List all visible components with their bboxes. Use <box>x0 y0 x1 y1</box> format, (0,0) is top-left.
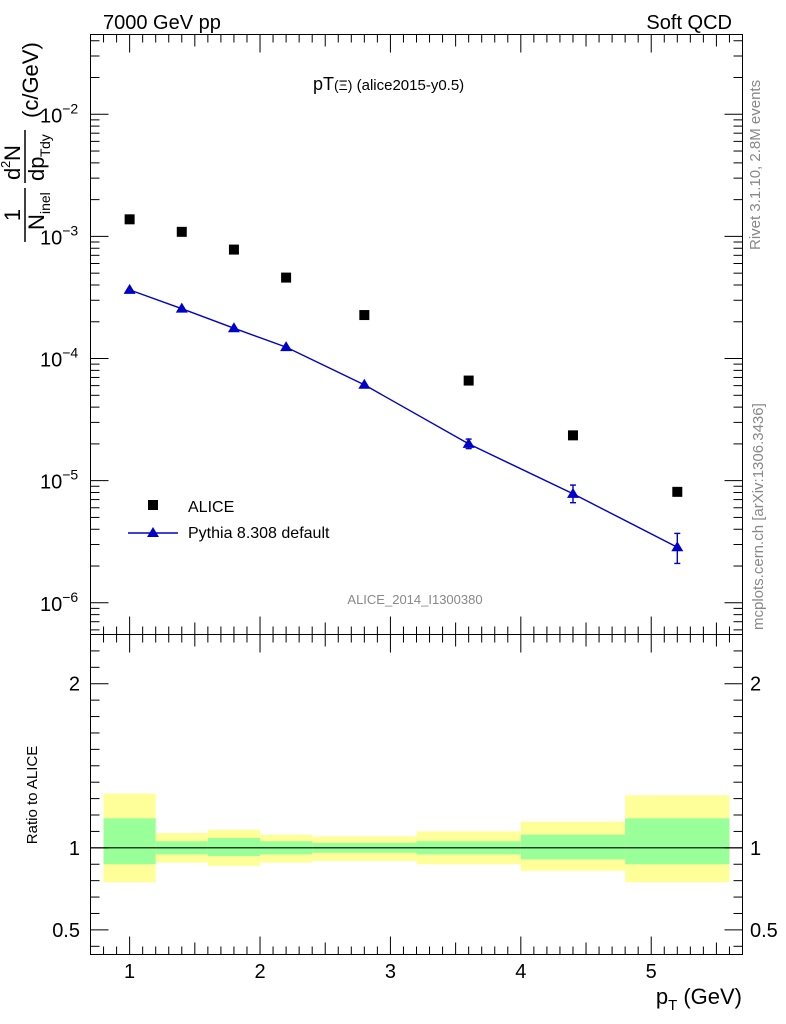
main-y-axis-label: 1 N inel d 2 N dp T dy (c/GeV) <box>0 42 53 242</box>
x-tick-label: 5 <box>646 961 657 983</box>
main-data-layer <box>123 214 684 565</box>
legend-label-pythia: Pythia 8.308 default <box>188 525 330 542</box>
ylabel-dy: dy <box>37 134 53 149</box>
x-tick-label: 1 <box>124 961 135 983</box>
ratio-y-tick-label-right: 1 <box>750 838 761 860</box>
alice-point <box>176 226 187 237</box>
alice-point <box>359 310 370 321</box>
main-y-tick-label: 10−5 <box>40 467 78 494</box>
ratio-band-inner <box>103 818 156 865</box>
x-tick-label: 3 <box>385 961 396 983</box>
header-right: Soft QCD <box>646 12 732 34</box>
plot-title-rest: (alice2015-y0.5) <box>352 77 464 94</box>
main-y-tick-label: 10−3 <box>40 222 78 249</box>
main-y-tick-label: 10−2 <box>40 100 78 127</box>
alice-point <box>567 430 578 441</box>
ylabel-N-top: N <box>0 145 25 161</box>
ylabel-squared: 2 <box>0 161 13 168</box>
ylabel-unit: (c/GeV) <box>18 42 43 118</box>
ylabel-d: d <box>0 168 25 180</box>
xlabel-T: T <box>668 997 677 1014</box>
ylabel-N: N <box>24 214 49 230</box>
ratio-y-tick-label-left: 0.5 <box>52 920 80 942</box>
ratio-y-tick-label-right: 2 <box>750 674 761 696</box>
header-left: 7000 GeV pp <box>103 12 221 34</box>
legend: ALICE Pythia 8.308 default <box>128 499 330 542</box>
pythia-point <box>123 283 136 294</box>
ylabel-inel: inel <box>37 192 53 214</box>
x-tick-label: 2 <box>254 961 265 983</box>
pythia-point <box>671 541 684 552</box>
xlabel-p: p <box>656 984 668 1009</box>
pythia-point <box>566 487 579 498</box>
ratio-y-tick-label-left: 2 <box>69 674 80 696</box>
x-tick-label: 4 <box>515 961 526 983</box>
pythia-point <box>462 437 475 448</box>
analysis-watermark: ALICE_2014_I1300380 <box>347 592 482 607</box>
alice-point <box>228 244 239 255</box>
ratio-bands-layer <box>90 793 743 883</box>
pythia-point <box>175 302 188 313</box>
plot-title-main: pT <box>313 74 334 94</box>
x-axis-label: pT (GeV) <box>656 984 742 1014</box>
legend-label-alice: ALICE <box>188 499 234 516</box>
alice-point <box>672 486 683 497</box>
main-panel-frame <box>90 34 743 635</box>
ratio-band-inner <box>207 837 261 857</box>
plot-title: pT(Ξ) (alice2015-y0.5) <box>313 74 464 94</box>
pythia-series-line <box>129 289 678 548</box>
ratio-band-inner <box>625 818 730 865</box>
alice-point <box>124 214 135 225</box>
rivet-version-label: Rivet 3.1.10, 2.8M events <box>747 80 764 250</box>
ylabel-one: 1 <box>0 209 25 221</box>
main-y-tick-label: 10−6 <box>40 589 78 616</box>
ratio-tick-labels: 0.5 0.5 1 1 2 2 1 2 3 4 5 <box>52 674 778 983</box>
xlabel-unit: (GeV) <box>683 984 742 1009</box>
pythia-point <box>227 322 240 333</box>
ratio-panel-frame <box>90 634 743 955</box>
pythia-point <box>358 378 371 389</box>
pythia-point <box>280 341 293 352</box>
plot-title-symbol: (Ξ) <box>334 77 352 93</box>
mcplots-source-label: mcplots.cern.ch [arXiv:1306.3436] <box>750 403 767 630</box>
ylabel-T: T <box>37 148 53 157</box>
alice-point <box>281 272 292 283</box>
ratio-axis-ticks <box>90 634 743 955</box>
ratio-y-axis-label: Ratio to ALICE <box>24 746 41 844</box>
main-y-tick-labels: 10−6 10−5 10−4 10−3 10−2 <box>40 100 78 616</box>
ratio-band-inner <box>520 834 626 860</box>
ratio-y-tick-label-left: 1 <box>69 838 80 860</box>
ratio-y-tick-label-right: 0.5 <box>750 920 778 942</box>
alice-point <box>463 375 474 386</box>
main-axis-ticks <box>90 34 743 635</box>
legend-marker-pythia <box>147 527 159 537</box>
main-y-tick-label: 10−4 <box>40 345 78 372</box>
ylabel-dp: dp <box>24 157 49 181</box>
legend-marker-alice <box>148 500 158 510</box>
